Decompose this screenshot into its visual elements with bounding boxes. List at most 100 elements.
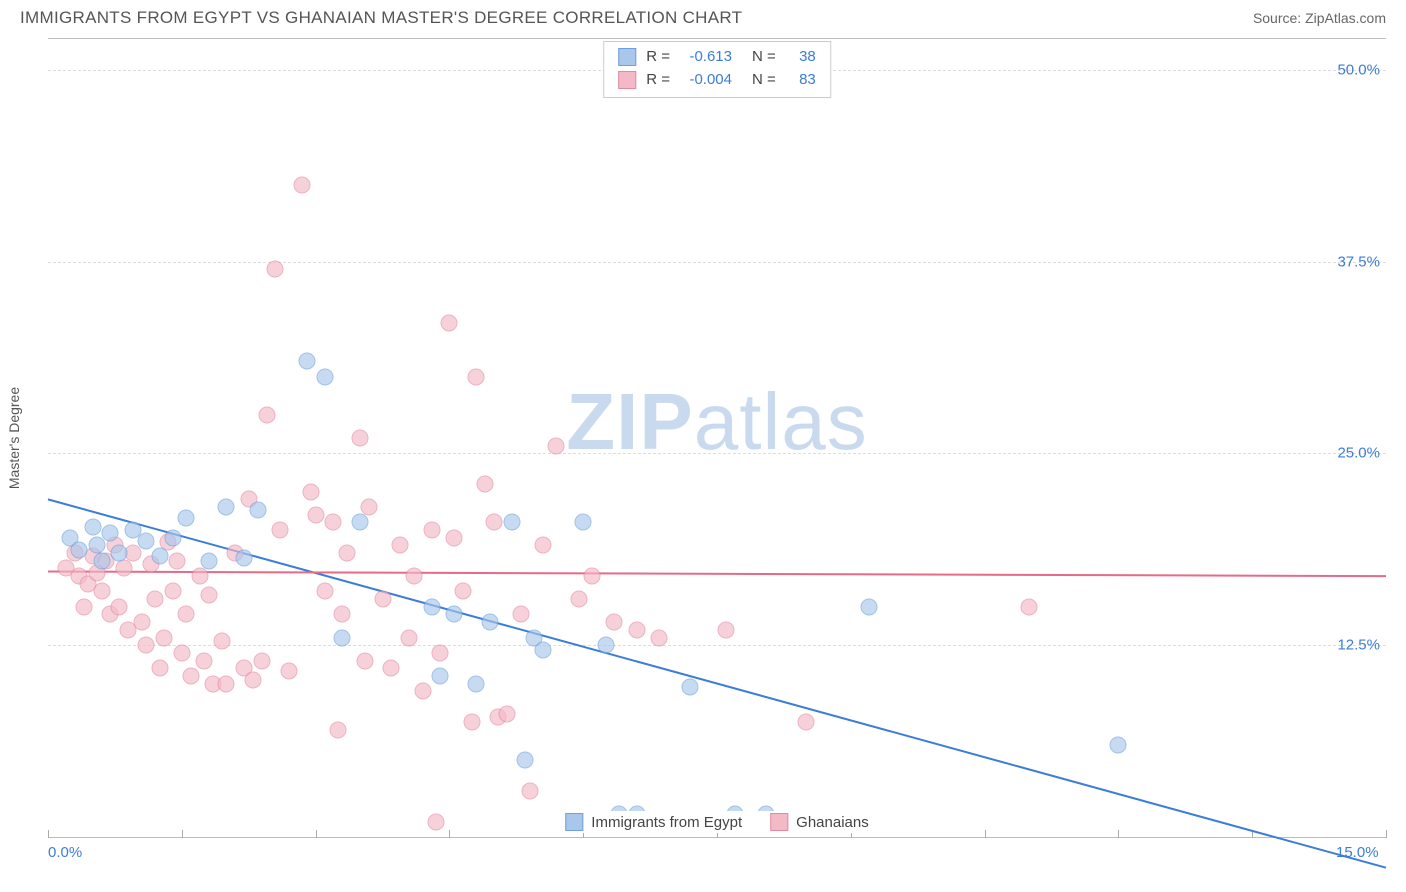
y-axis-label: Master's Degree [6, 387, 22, 489]
data-point [133, 614, 150, 631]
chart-title: IMMIGRANTS FROM EGYPT VS GHANAIAN MASTER… [20, 8, 742, 28]
data-point [432, 667, 449, 684]
data-point [200, 586, 217, 603]
data-point [334, 629, 351, 646]
data-point [325, 514, 342, 531]
data-point [517, 752, 534, 769]
data-point [477, 476, 494, 493]
data-point [1021, 598, 1038, 615]
data-point [432, 644, 449, 661]
data-point [191, 568, 208, 585]
data-point [71, 542, 88, 559]
data-point [352, 514, 369, 531]
swatch-icon [770, 813, 788, 831]
x-tick [1386, 830, 1387, 838]
data-point [401, 629, 418, 646]
stats-row: R = -0.613N = 38 [618, 46, 816, 69]
data-point [115, 560, 132, 577]
data-point [93, 552, 110, 569]
source-attribution: Source: ZipAtlas.com [1253, 10, 1386, 26]
data-point [155, 629, 172, 646]
data-point [329, 721, 346, 738]
data-point [798, 713, 815, 730]
data-point [423, 598, 440, 615]
data-point [236, 549, 253, 566]
data-point [454, 583, 471, 600]
data-point [503, 514, 520, 531]
y-tick-label: 50.0% [1337, 61, 1380, 78]
data-point [196, 652, 213, 669]
y-tick-label: 12.5% [1337, 637, 1380, 654]
x-tick [449, 830, 450, 838]
data-point [392, 537, 409, 554]
data-point [512, 606, 529, 623]
data-point [182, 667, 199, 684]
data-point [213, 632, 230, 649]
x-tick [48, 830, 49, 838]
data-point [338, 545, 355, 562]
data-point [178, 509, 195, 526]
data-point [218, 499, 235, 516]
data-point [717, 621, 734, 638]
data-point [405, 568, 422, 585]
data-point [316, 368, 333, 385]
data-point [151, 548, 168, 565]
data-point [75, 598, 92, 615]
data-point [147, 591, 164, 608]
data-point [294, 176, 311, 193]
y-tick-label: 37.5% [1337, 253, 1380, 270]
x-tick [985, 830, 986, 838]
data-point [535, 641, 552, 658]
data-point [298, 353, 315, 370]
stats-legend-box: R = -0.613N = 38R = -0.004N = 83 [603, 41, 831, 98]
data-point [164, 529, 181, 546]
data-point [111, 545, 128, 562]
data-point [93, 583, 110, 600]
data-point [860, 598, 877, 615]
gridline [48, 453, 1386, 454]
data-point [151, 660, 168, 677]
data-point [280, 663, 297, 680]
data-point [1110, 736, 1127, 753]
data-point [334, 606, 351, 623]
swatch-icon [618, 48, 636, 66]
data-point [138, 532, 155, 549]
data-point [548, 437, 565, 454]
data-point [486, 514, 503, 531]
data-point [423, 522, 440, 539]
data-point [173, 644, 190, 661]
data-point [445, 606, 462, 623]
data-point [316, 583, 333, 600]
data-point [682, 678, 699, 695]
data-point [499, 706, 516, 723]
data-point [521, 782, 538, 799]
data-point [441, 314, 458, 331]
x-axis-max-label: 15.0% [1336, 844, 1379, 861]
data-point [249, 502, 266, 519]
x-axis-min-label: 0.0% [48, 844, 82, 861]
data-point [84, 519, 101, 536]
x-tick [1118, 830, 1119, 838]
data-point [361, 499, 378, 516]
data-point [606, 614, 623, 631]
data-point [570, 591, 587, 608]
x-tick [316, 830, 317, 838]
gridline [48, 645, 1386, 646]
data-point [102, 525, 119, 542]
legend-item: Immigrants from Egypt [565, 813, 742, 831]
swatch-icon [618, 71, 636, 89]
data-point [535, 537, 552, 554]
data-point [111, 598, 128, 615]
data-point [575, 514, 592, 531]
data-point [651, 629, 668, 646]
stats-row: R = -0.004N = 83 [618, 69, 816, 92]
legend-item: Ghanaians [770, 813, 869, 831]
data-point [307, 506, 324, 523]
data-point [89, 537, 106, 554]
data-point [245, 672, 262, 689]
series-legend: Immigrants from Egypt Ghanaians [557, 811, 876, 833]
data-point [481, 614, 498, 631]
data-point [271, 522, 288, 539]
x-tick [182, 830, 183, 838]
data-point [138, 637, 155, 654]
